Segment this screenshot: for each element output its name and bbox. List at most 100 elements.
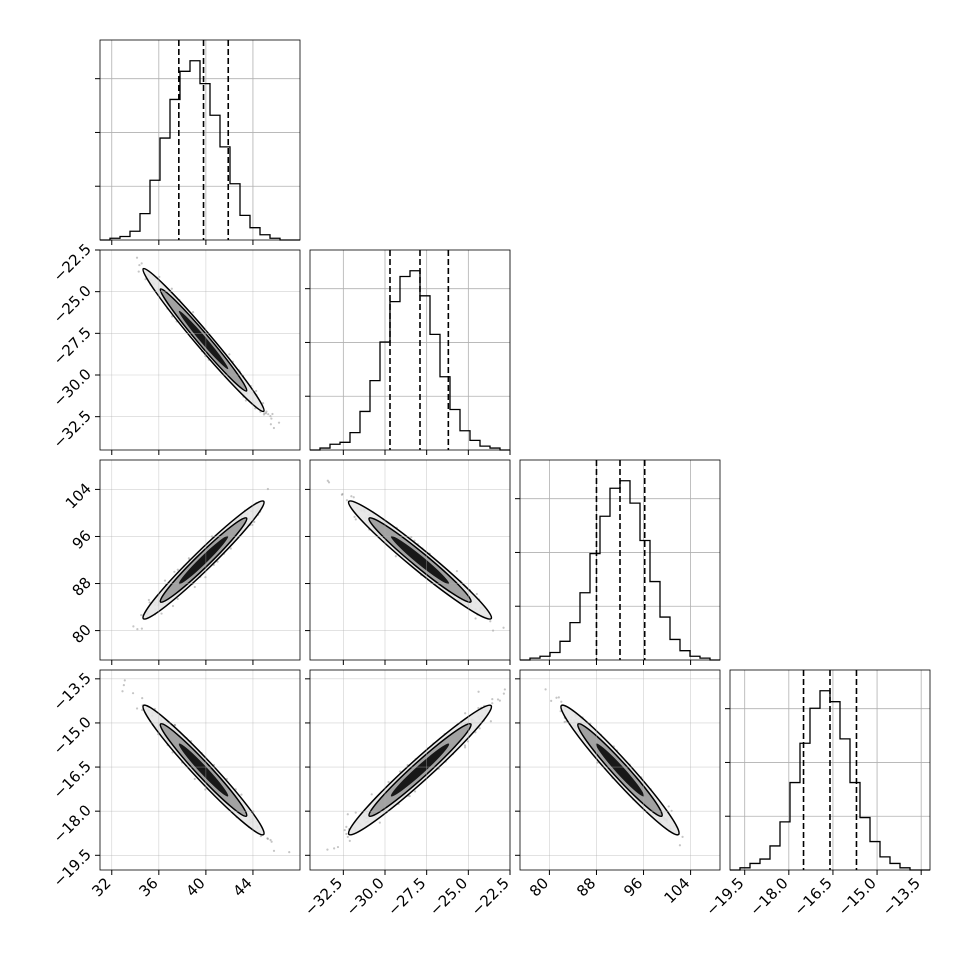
scatter-point [491, 702, 494, 705]
scatter-point [491, 698, 494, 701]
scatter-point [255, 389, 258, 393]
scatter-point [529, 647, 531, 649]
scatter-point [272, 849, 276, 852]
pair-panel [118, 242, 281, 430]
y-tick-label: −16.5 [50, 757, 95, 802]
scatter-point [204, 576, 207, 579]
y-tick-label: −15.0 [50, 713, 95, 758]
x-tick-label: −22.5 [468, 874, 513, 919]
scatter-point [387, 780, 390, 784]
scatter-point [352, 496, 355, 499]
scatter-point [350, 495, 353, 498]
scatter-point [557, 696, 560, 699]
scatter-point [264, 412, 268, 415]
scatter-point [140, 613, 143, 617]
scatter-point [463, 746, 467, 749]
scatter-point [244, 399, 248, 402]
scatter-point [141, 708, 144, 712]
scatter-point [176, 597, 179, 601]
x-tick-label: −25.0 [426, 874, 471, 919]
scatter-point [193, 777, 196, 781]
scatter-point [408, 795, 411, 798]
scatter-point [131, 692, 135, 695]
scatter-point [477, 706, 480, 710]
y-tick-label: 88 [69, 574, 95, 600]
x-tick-label: −13.5 [879, 874, 924, 919]
scatter-point [496, 698, 500, 701]
x-tick-label: −27.5 [384, 874, 429, 919]
scatter-point [478, 727, 481, 730]
scatter-point [147, 598, 150, 602]
x-tick-label: 40 [182, 874, 208, 900]
scatter-point [670, 809, 673, 812]
scatter-point [140, 262, 143, 265]
scatter-point [270, 840, 273, 843]
scatter-point [228, 353, 231, 356]
scatter-point [123, 679, 126, 682]
scatter-point [277, 421, 281, 424]
scatter-point [596, 761, 599, 764]
scatter-point [144, 278, 147, 281]
scatter-point [475, 592, 478, 596]
x-tick-label: 88 [573, 874, 599, 900]
scatter-point [173, 723, 177, 727]
scatter-point [135, 707, 139, 710]
scatter-point [678, 844, 682, 847]
scatter-point [327, 481, 331, 484]
scatter-point [560, 700, 563, 703]
x-tick-label: −30.0 [343, 874, 388, 919]
scatter-point [667, 805, 670, 808]
pair-panel [326, 479, 531, 649]
x-tick-label: 104 [660, 874, 693, 907]
scatter-point [271, 412, 274, 416]
scatter-point [191, 311, 195, 314]
scatter-point [269, 838, 272, 842]
scatter-point [503, 688, 506, 691]
histogram-step [100, 60, 300, 241]
scatter-point [187, 557, 190, 560]
scatter-point [345, 832, 348, 836]
y-tick-label: −32.5 [50, 407, 95, 452]
scatter-point [266, 837, 269, 840]
x-tick-label: 80 [526, 874, 552, 900]
scatter-point [555, 696, 558, 699]
histogram-step [310, 270, 510, 451]
scatter-point [266, 837, 269, 840]
scatter-point [267, 413, 270, 416]
scatter-point [193, 585, 196, 589]
scatter-point [326, 479, 329, 482]
scatter-point [269, 423, 272, 426]
scatter-point [140, 627, 143, 630]
scatter-point [348, 839, 351, 842]
scatter-point [346, 813, 349, 816]
scatter-point [353, 515, 356, 518]
scatter-point [263, 412, 266, 415]
y-tick-label: −30.0 [50, 365, 95, 410]
scatter-point [148, 601, 151, 604]
y-tick-label: 96 [69, 527, 95, 553]
scatter-point [138, 263, 141, 267]
scatter-point [544, 688, 547, 691]
scatter-point [498, 699, 501, 702]
scatter-point [253, 520, 256, 523]
scatter-point [118, 242, 120, 244]
y-tick-label: −18.0 [50, 801, 95, 846]
scatter-point [477, 690, 480, 693]
histogram-frame [309, 249, 511, 451]
scatter-point [370, 793, 373, 796]
contour-level [178, 743, 229, 797]
scatter-point [399, 770, 402, 773]
scatter-point [171, 604, 175, 608]
scatter-point [259, 835, 262, 838]
scatter-point [489, 620, 492, 623]
histogram-frame [99, 39, 301, 241]
scatter-point [474, 617, 477, 620]
histogram-frame [729, 669, 931, 871]
scatter-point [354, 518, 357, 521]
scatter-point [163, 579, 167, 582]
scatter-point [229, 547, 232, 550]
scatter-point [160, 612, 163, 615]
y-tick-label: −13.5 [50, 669, 95, 714]
x-tick-label: −15.0 [835, 874, 880, 919]
